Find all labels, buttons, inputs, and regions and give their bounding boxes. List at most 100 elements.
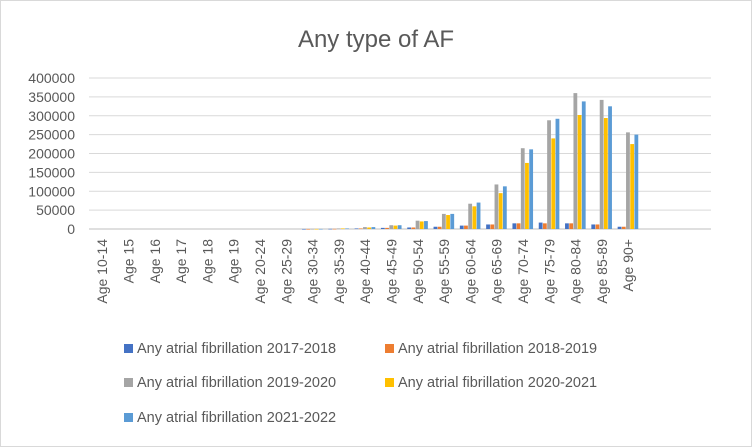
bar bbox=[621, 226, 626, 229]
bar bbox=[472, 206, 477, 229]
bar bbox=[441, 213, 446, 229]
legend: Any atrial fibrillation 2017-2018 Any atr… bbox=[124, 341, 597, 426]
bar bbox=[490, 224, 495, 229]
bar bbox=[626, 132, 630, 229]
bar bbox=[502, 186, 507, 229]
x-tick-label: Age 10-14 bbox=[94, 239, 110, 304]
bar bbox=[617, 226, 622, 229]
legend-swatch bbox=[124, 413, 133, 422]
legend-swatch bbox=[124, 378, 133, 387]
chart-title: Any type of AF bbox=[298, 26, 454, 53]
x-tick-label: Age 18 bbox=[199, 239, 215, 284]
bar bbox=[310, 228, 315, 230]
y-tick-label: 150000 bbox=[28, 164, 75, 180]
x-tick-label: Age 65-69 bbox=[489, 239, 505, 304]
bar bbox=[476, 202, 481, 229]
x-tick-label: Age 35-39 bbox=[331, 239, 347, 304]
bar bbox=[529, 149, 534, 229]
bar bbox=[569, 223, 574, 229]
x-tick-label: Age 55-59 bbox=[436, 239, 452, 304]
y-tick-label: 100000 bbox=[28, 183, 75, 199]
legend-label: Any atrial fibrillation 2018-2019 bbox=[398, 341, 597, 357]
x-tick-label: Age 17 bbox=[173, 239, 189, 284]
x-tick-label: Age 25-29 bbox=[278, 239, 294, 304]
y-tick-label: 350000 bbox=[28, 89, 75, 105]
bar bbox=[565, 223, 569, 229]
bar bbox=[424, 221, 428, 229]
bar bbox=[494, 184, 499, 229]
bar bbox=[577, 115, 582, 229]
x-tick-label: Age 40-44 bbox=[357, 239, 373, 304]
bar bbox=[608, 106, 612, 229]
bar bbox=[336, 228, 341, 230]
bar bbox=[354, 228, 359, 230]
bar bbox=[551, 138, 556, 229]
x-tick-label: Age 50-54 bbox=[410, 239, 426, 304]
bar bbox=[306, 228, 311, 230]
bar bbox=[634, 134, 639, 230]
bar bbox=[389, 225, 394, 229]
bar bbox=[371, 227, 376, 229]
legend-label: Any atrial fibrillation 2021-2022 bbox=[137, 410, 336, 426]
bar bbox=[314, 228, 319, 230]
bar bbox=[318, 228, 323, 230]
bar bbox=[302, 228, 306, 230]
x-tick-label: Age 19 bbox=[226, 239, 242, 284]
legend-swatch bbox=[124, 344, 133, 353]
bar bbox=[464, 225, 468, 229]
bar bbox=[446, 215, 450, 229]
legend-label: Any atrial fibrillation 2020-2021 bbox=[398, 375, 597, 391]
bar bbox=[603, 118, 608, 229]
bar bbox=[380, 227, 385, 229]
bars bbox=[302, 93, 639, 230]
bar bbox=[328, 228, 333, 230]
x-tick-label: Age 45-49 bbox=[383, 239, 399, 304]
y-tick-label: 50000 bbox=[36, 202, 75, 218]
bar bbox=[512, 223, 517, 229]
bar bbox=[407, 227, 412, 229]
x-tick-label: Age 80-84 bbox=[568, 239, 584, 304]
bar bbox=[595, 224, 600, 229]
legend-label: Any atrial fibrillation 2019-2020 bbox=[137, 375, 336, 391]
x-tick-label: Age 16 bbox=[147, 239, 163, 284]
bar bbox=[345, 228, 349, 230]
y-tick-label: 250000 bbox=[28, 127, 75, 143]
bar bbox=[363, 227, 367, 229]
y-tick-label: 400000 bbox=[28, 70, 75, 86]
bar bbox=[397, 225, 402, 229]
bar bbox=[332, 228, 337, 230]
bar bbox=[419, 221, 424, 229]
bar bbox=[555, 118, 560, 229]
bar bbox=[433, 226, 438, 229]
x-tick-label: Age 90+ bbox=[620, 239, 636, 292]
bar bbox=[468, 203, 473, 229]
bar bbox=[591, 224, 596, 229]
x-tick-label: Age 70-74 bbox=[515, 239, 531, 304]
x-tick-label: Age 75-79 bbox=[541, 239, 557, 304]
legend-label: Any atrial fibrillation 2017-2018 bbox=[137, 341, 336, 357]
bar bbox=[581, 101, 586, 229]
bar bbox=[486, 224, 490, 229]
x-axis: Age 10-14 Age 15 Age 16 Age 17 Age 18 Age 19 A… bbox=[94, 239, 636, 304]
y-axis: 0 50000 100000 150000 200000 250000 300000 3500… bbox=[28, 70, 75, 237]
legend-swatch bbox=[385, 344, 394, 353]
bar bbox=[547, 120, 551, 229]
bar bbox=[573, 93, 578, 229]
bar bbox=[525, 162, 529, 229]
y-tick-label: 200000 bbox=[28, 146, 75, 162]
bar bbox=[385, 227, 389, 229]
bar bbox=[520, 148, 525, 229]
bar bbox=[437, 226, 442, 229]
bar bbox=[393, 225, 398, 229]
x-tick-label: Age 85-89 bbox=[594, 239, 610, 304]
gridlines bbox=[89, 77, 711, 230]
legend-swatch bbox=[385, 378, 394, 387]
bar bbox=[367, 227, 372, 229]
x-tick-label: Age 15 bbox=[120, 239, 136, 284]
bar bbox=[340, 228, 345, 230]
bar bbox=[415, 220, 420, 229]
bar bbox=[498, 193, 503, 229]
x-tick-label: Age 60-64 bbox=[462, 239, 478, 304]
